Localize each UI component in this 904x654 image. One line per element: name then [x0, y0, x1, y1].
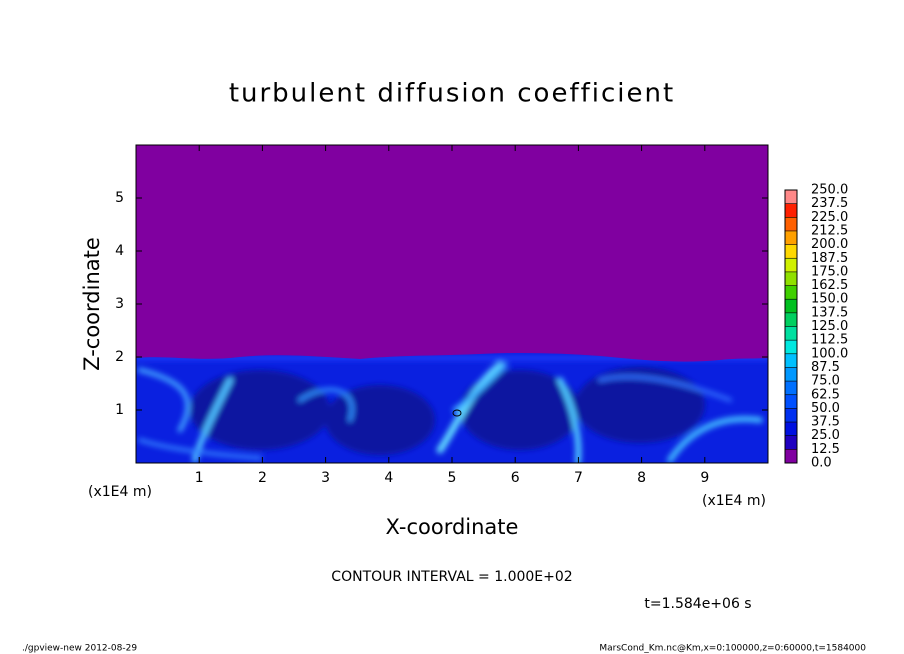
colorbar-band [785, 394, 797, 409]
x-tick-label: 1 [195, 470, 204, 486]
colorbar-band [785, 258, 797, 272]
colorbar-label: 162.5 [811, 278, 848, 293]
footer-right: MarsCond_Km.nc@Km,x=0:100000,z=0:60000,t… [599, 644, 866, 654]
colorbar-band [785, 217, 797, 231]
field [136, 145, 768, 463]
y-tick-label: 3 [115, 296, 124, 312]
colorbar-label: 175.0 [811, 264, 848, 279]
colorbar-label: 200.0 [811, 237, 848, 252]
footer-left: ./gpview-new 2012-08-29 [22, 644, 137, 654]
colorbar-label: 75.0 [811, 374, 840, 389]
x-tick-label: 9 [700, 470, 709, 486]
colorbar-band [785, 285, 797, 300]
colorbar-band [785, 422, 797, 436]
time-label: t=1.584e+06 s [644, 596, 751, 612]
chart-title: turbulent diffusion coefficient [229, 79, 675, 109]
y-tick-label: 1 [115, 402, 124, 418]
colorbar-band [785, 435, 797, 450]
colorbar-band [785, 367, 797, 382]
y-tick-label: 4 [115, 243, 124, 259]
x-tick-label: 4 [384, 470, 393, 486]
x-axis-title: X-coordinate [386, 515, 519, 539]
colorbar-label: 250.0 [811, 183, 848, 198]
colorbar-label: 137.5 [811, 305, 848, 320]
colorbar-band [785, 381, 797, 395]
colorbar-label: 12.5 [811, 442, 840, 457]
colorbar-label: 150.0 [811, 292, 848, 307]
colorbar-label: 225.0 [811, 210, 848, 225]
colorbar-label: 0.0 [811, 456, 832, 471]
colorbar-label: 187.5 [811, 251, 848, 266]
colorbar-band [785, 408, 797, 423]
colorbar-band [785, 244, 797, 259]
x-tick-label: 3 [321, 470, 330, 486]
colorbar-band [785, 449, 797, 463]
x-tick-label: 6 [511, 470, 520, 486]
colorbar-band [785, 340, 797, 354]
colorbar-label: 50.0 [811, 401, 840, 416]
colorbar-band [785, 299, 797, 313]
colorbar-label: 37.5 [811, 415, 840, 430]
colorbar-label: 112.5 [811, 333, 848, 348]
y-tick-label: 5 [115, 190, 124, 206]
colorbar-band [785, 312, 797, 327]
colorbar-band [785, 271, 797, 286]
colorbar-label: 125.0 [811, 319, 848, 334]
x-tick-label: 5 [448, 470, 457, 486]
x-tick-label: 2 [258, 470, 267, 486]
colorbar-label: 100.0 [811, 346, 848, 361]
colorbar-band [785, 353, 797, 368]
colorbar-band [785, 190, 797, 204]
colorbar-label: 237.5 [811, 196, 848, 211]
colorbar-label: 25.0 [811, 428, 840, 443]
y-unit: (x1E4 m) [702, 493, 766, 509]
colorbar-label: 87.5 [811, 360, 840, 375]
colorbar-band [785, 230, 797, 245]
field-lower [136, 352, 768, 463]
x-tick-label: 7 [574, 470, 583, 486]
x-tick-label: 8 [637, 470, 646, 486]
y-tick-label: 2 [115, 349, 124, 365]
y-axis-title: Z-coordinate [80, 237, 104, 371]
colorbar-band [785, 326, 797, 341]
contour-interval: CONTOUR INTERVAL = 1.000E+02 [331, 569, 572, 585]
colorbar-band [785, 203, 797, 218]
colorbar-label: 212.5 [811, 223, 848, 238]
colorbar-label: 62.5 [811, 387, 840, 402]
x-unit: (x1E4 m) [88, 484, 152, 500]
